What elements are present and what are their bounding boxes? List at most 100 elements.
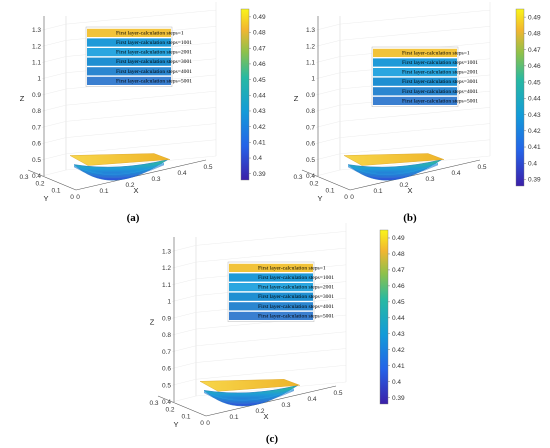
legend-swatch — [373, 58, 457, 67]
z-gridline-left — [315, 169, 341, 177]
z-gridline-left — [41, 40, 67, 47]
z-tick-label: 1 — [311, 76, 315, 83]
legend-entry: First layer-calculation steps=4001 — [116, 69, 192, 75]
legend-entry: First layer-calculation steps=2001 — [116, 50, 192, 56]
legend-swatch — [87, 38, 171, 47]
legend-swatch — [87, 57, 171, 66]
z-gridline-left — [315, 104, 341, 112]
z-tick-label: 0.5 — [306, 157, 315, 164]
legend-entry: First layer-calculation steps=1001 — [258, 275, 334, 281]
z-gridline — [195, 247, 347, 263]
colorbar-tick-label: 0.49 — [528, 14, 541, 21]
z-gridline — [65, 90, 217, 106]
legend: First layer-calculation steps=1 First lay… — [371, 46, 478, 107]
legend-swatch — [373, 87, 457, 96]
colorbar-tick-label: 0.48 — [528, 31, 541, 38]
colorbar-tick-label: 0.46 — [392, 283, 405, 290]
z-tick-label: 0.7 — [162, 349, 171, 356]
y-axis-line — [301, 169, 351, 191]
x-tick-label: 0.4 — [177, 170, 186, 177]
surface-steps-1 — [343, 153, 445, 166]
y-axis-label: Y — [317, 194, 322, 203]
x-tick-label: 0 — [76, 194, 80, 201]
x-tick-label: 0.1 — [373, 188, 382, 195]
z-gridline-left — [41, 72, 67, 79]
z-tick-label: 0.4 — [306, 173, 315, 180]
z-axis-label: Z — [150, 318, 155, 327]
z-gridline — [65, 107, 217, 122]
colorbar-tick-label: 0.39 — [392, 395, 405, 402]
colorbar-tick-label: 0.4 — [392, 379, 401, 386]
z-gridline — [339, 9, 491, 25]
z-gridline-left — [171, 379, 197, 386]
x-tick-label: 0.5 — [333, 390, 342, 397]
colorbar-tick-label: 0.42 — [528, 128, 541, 135]
surface-series-4 — [347, 164, 439, 177]
panel-label-b: (b) — [403, 212, 417, 224]
z-gridline-left — [171, 345, 197, 353]
x-tick-label: 0.3 — [151, 176, 160, 183]
z-tick-label: 1.2 — [162, 265, 171, 272]
legend-entry: First layer-calculation steps=1 — [258, 265, 326, 271]
x-tick-label: 0.1 — [99, 188, 108, 195]
y-axis-line — [157, 395, 207, 417]
colorbar-tick-label: 0.42 — [253, 124, 266, 131]
x-tick-label: 0.3 — [281, 402, 290, 409]
z-gridline-left — [41, 169, 67, 177]
z-gridline-left — [315, 153, 341, 161]
colorbar-tick-label: 0.4 — [253, 155, 262, 162]
y-tick-label: 0.1 — [51, 187, 60, 194]
legend-swatch — [87, 28, 171, 37]
surface-series-3 — [347, 163, 439, 176]
z-tick-label: 0.9 — [162, 315, 171, 322]
surface-series-5 — [203, 390, 295, 404]
x-tick-label: 0.1 — [229, 414, 238, 421]
z-gridline-left — [315, 121, 341, 128]
colorbar-tick-label: 0.45 — [528, 79, 541, 86]
y-axis-label: Y — [173, 420, 178, 429]
colorbar-tick-label: 0.44 — [392, 315, 405, 322]
colorbar-tick-label: 0.43 — [253, 108, 266, 115]
z-gridline-left — [315, 88, 341, 96]
z-tick-label: 0.4 — [32, 173, 41, 180]
legend-swatch — [229, 283, 313, 292]
z-tick-label: 0.4 — [162, 399, 171, 406]
z-tick-label: 0.8 — [162, 332, 171, 339]
x-axis-label: X — [407, 186, 412, 195]
z-gridline-left — [171, 278, 197, 286]
legend-entry: First layer-calculation steps=2001 — [258, 285, 334, 291]
z-tick-label: 0.7 — [32, 124, 41, 131]
legend-entry: First layer-calculation steps=3001 — [116, 59, 192, 65]
colorbar-tick-label: 0.42 — [392, 347, 405, 354]
x-tick-label: 0.2 — [255, 408, 264, 415]
panel-a: 0.4 0.5 0.6 0.7 0.8 0.9 1 1.1 1.2 1.3 Z 0 0.1 0.2 0.3 0… — [19, 2, 266, 203]
panel-c: 0.4 0.5 0.6 0.7 0.8 0.9 1 1.1 1.2 1.3 Z 0 0.1 0.2 0.3 0… — [149, 223, 405, 429]
z-axis-label: Z — [294, 94, 299, 103]
colorbar-tick-label: 0.48 — [392, 251, 405, 258]
y-tick-label: 0 — [200, 420, 204, 427]
z-tick-label: 1.3 — [306, 27, 315, 34]
z-tick-label: 0.6 — [32, 141, 41, 148]
colorbar-tick-label: 0.43 — [392, 331, 405, 338]
surface-series-5 — [347, 164, 439, 178]
legend-swatch — [229, 263, 313, 272]
legend-entry: First layer-calculation steps=5001 — [402, 98, 478, 104]
z-tick-label: 1 — [167, 299, 171, 306]
z-gridline-left — [315, 56, 341, 63]
y-tick-label: 0.2 — [165, 407, 174, 414]
colorbar-tick-label: 0.44 — [253, 92, 266, 99]
legend-swatch — [229, 302, 313, 311]
y-tick-label: 0.1 — [325, 187, 334, 194]
surface-series-2 — [347, 163, 439, 175]
legend-entry: First layer-calculation steps=4001 — [402, 89, 478, 95]
legend: First layer-calculation steps=1 First lay… — [85, 26, 192, 87]
legend-swatch — [229, 292, 313, 301]
legend-entry: First layer-calculation steps=2001 — [402, 70, 478, 76]
surface-series-1 — [347, 162, 439, 174]
colorbar-tick-label: 0.47 — [392, 267, 405, 274]
legend-entry: First layer-calculation steps=4001 — [258, 304, 334, 310]
colorbar-tick-label: 0.41 — [528, 144, 541, 151]
surface-series-2 — [73, 163, 165, 175]
legend-swatch — [373, 48, 457, 57]
surface-steps-1 — [69, 153, 171, 166]
